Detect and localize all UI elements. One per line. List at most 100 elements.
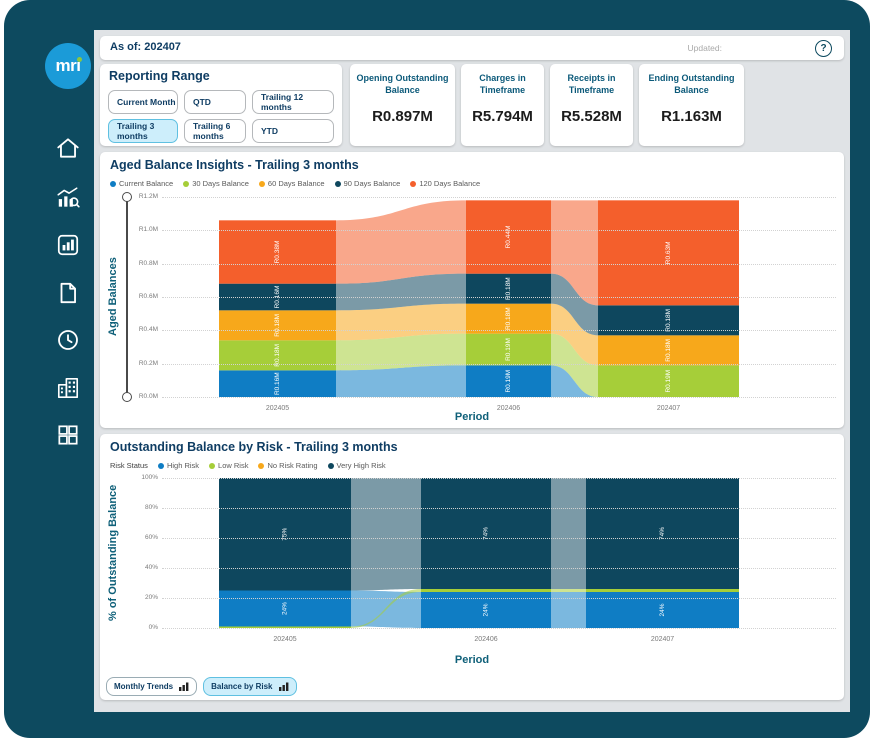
range-button-trailing-12-months[interactable]: Trailing 12 months [252, 90, 334, 114]
svg-text:R0.19M: R0.19M [665, 370, 672, 393]
balance-by-risk-chart-card: Outstanding Balance by Risk - Trailing 3… [100, 434, 844, 700]
y-axis-zoom-slider[interactable] [126, 197, 128, 397]
chart-legend: Current Balance 30 Days Balance 60 Days Ba… [110, 179, 480, 188]
range-button-trailing-3-months[interactable]: Trailing 3 months [108, 119, 178, 143]
kpi-title: Opening Outstanding Balance [356, 73, 449, 96]
gridline [162, 568, 836, 569]
tab-monthly-trends[interactable]: Monthly Trends [106, 677, 197, 696]
gridline [162, 628, 836, 629]
legend-label: High Risk [167, 461, 199, 470]
legend-dot-icon [158, 463, 164, 469]
sidebar-item-documents[interactable] [55, 280, 81, 306]
y-tick-label: 20% [130, 594, 158, 601]
kpi-value: R5.528M [550, 108, 633, 125]
gridline [162, 364, 836, 365]
svg-text:R0.18M: R0.18M [505, 307, 512, 330]
legend-item[interactable]: Current Balance [110, 179, 173, 188]
svg-text:R0.18M: R0.18M [665, 339, 672, 362]
sidebar-item-history[interactable] [55, 327, 81, 353]
legend-item[interactable]: 120 Days Balance [410, 179, 480, 188]
reporting-range-card: Reporting Range Current Month QTD Traili… [100, 64, 342, 146]
y-axis-title: Aged Balances [107, 197, 121, 397]
range-button-trailing-6-months[interactable]: Trailing 6 months [184, 119, 246, 143]
sidebar: mri [42, 30, 94, 710]
svg-text:202406: 202406 [474, 636, 497, 643]
aged-balance-chart-card: Aged Balance Insights - Trailing 3 month… [100, 152, 844, 428]
range-button-current-month[interactable]: Current Month [108, 90, 178, 114]
svg-text:R0.19M: R0.19M [505, 370, 512, 393]
svg-text:202405: 202405 [273, 636, 296, 643]
legend-item[interactable]: High Risk [158, 461, 199, 470]
y-tick-label: R0.0M [130, 393, 158, 400]
y-tick-label: R0.2M [130, 360, 158, 367]
legend-item[interactable]: 60 Days Balance [259, 179, 325, 188]
legend-label: Current Balance [119, 179, 173, 188]
kpi-value: R5.794M [461, 108, 544, 125]
legend-item[interactable]: No Risk Rating [258, 461, 317, 470]
svg-text:R0.63M: R0.63M [665, 241, 672, 264]
y-tick-label: 80% [130, 504, 158, 511]
svg-text:R0.38M: R0.38M [274, 241, 281, 264]
legend-item[interactable]: 30 Days Balance [183, 179, 249, 188]
svg-text:24%: 24% [483, 603, 490, 616]
document-icon [55, 280, 81, 306]
as-of-label: As of: 202407 [110, 41, 181, 53]
legend-label: 30 Days Balance [192, 179, 249, 188]
tab-label: Monthly Trends [114, 682, 173, 691]
y-tick-label: 100% [130, 474, 158, 481]
kpi-value: R1.163M [639, 108, 744, 125]
svg-text:202407: 202407 [651, 636, 674, 643]
legend-dot-icon [258, 463, 264, 469]
x-axis-title: Period [100, 411, 844, 423]
ribbon-chart-plot: R0.16MR0.18MR0.18MR0.16MR0.38M202405R0.1… [162, 197, 836, 397]
clock-icon [55, 327, 81, 353]
gridline [162, 508, 836, 509]
ribbon-chart-plot: 24%75%20240524%74%20240624%74%202407 100… [162, 478, 836, 628]
bar-chart-report-icon [55, 232, 81, 258]
y-tick-label: R0.6M [130, 293, 158, 300]
chart-search-icon [55, 185, 81, 211]
ribbon-chart-risk[interactable]: 24%75%20240524%74%20240624%74%202407 [219, 478, 739, 644]
y-tick-label: 60% [130, 534, 158, 541]
legend-label: 60 Days Balance [268, 179, 325, 188]
sidebar-item-apps[interactable] [55, 422, 81, 448]
gridline [162, 264, 836, 265]
kpi-card-opening-balance: Opening Outstanding Balance R0.897M [350, 64, 455, 146]
kpi-title: Charges in Timeframe [467, 73, 538, 96]
logo-green-dot-icon [77, 57, 82, 62]
tab-label: Balance by Risk [211, 682, 272, 691]
help-button[interactable]: ? [815, 40, 832, 57]
kpi-title: Ending Outstanding Balance [645, 73, 738, 96]
legend-item[interactable]: 90 Days Balance [335, 179, 401, 188]
legend-label: Low Risk [218, 461, 248, 470]
sidebar-item-report[interactable] [55, 232, 81, 258]
sidebar-item-properties[interactable] [55, 375, 81, 401]
svg-text:R0.18M: R0.18M [665, 309, 672, 332]
gridline [162, 538, 836, 539]
reporting-range-title: Reporting Range [109, 69, 210, 83]
gridline [162, 197, 836, 198]
legend-title: Risk Status [110, 461, 148, 470]
sidebar-item-home[interactable] [55, 135, 81, 161]
y-tick-label: R1.0M [130, 226, 158, 233]
svg-text:24%: 24% [282, 602, 289, 615]
legend-label: 90 Days Balance [344, 179, 401, 188]
range-button-qtd[interactable]: QTD [184, 90, 246, 114]
chart-title: Aged Balance Insights - Trailing 3 month… [110, 158, 359, 172]
building-icon [55, 375, 81, 401]
legend-label: 120 Days Balance [419, 179, 480, 188]
kpi-card-ending-balance: Ending Outstanding Balance R1.163M [639, 64, 744, 146]
kpi-card-receipts: Receipts in Timeframe R5.528M [550, 64, 633, 146]
legend-item[interactable]: Very High Risk [328, 461, 386, 470]
svg-text:R0.19M: R0.19M [505, 338, 512, 361]
y-tick-label: R0.4M [130, 326, 158, 333]
range-button-ytd[interactable]: YTD [252, 119, 334, 143]
gridline [162, 598, 836, 599]
header-bar: As of: 202407 Updated: ? [100, 36, 844, 60]
tab-balance-by-risk[interactable]: Balance by Risk [203, 677, 296, 696]
app-frame: mri [4, 0, 870, 738]
sidebar-item-analysis[interactable] [55, 185, 81, 211]
kpi-value: R0.897M [350, 108, 455, 125]
legend-dot-icon [259, 181, 265, 187]
legend-item[interactable]: Low Risk [209, 461, 248, 470]
